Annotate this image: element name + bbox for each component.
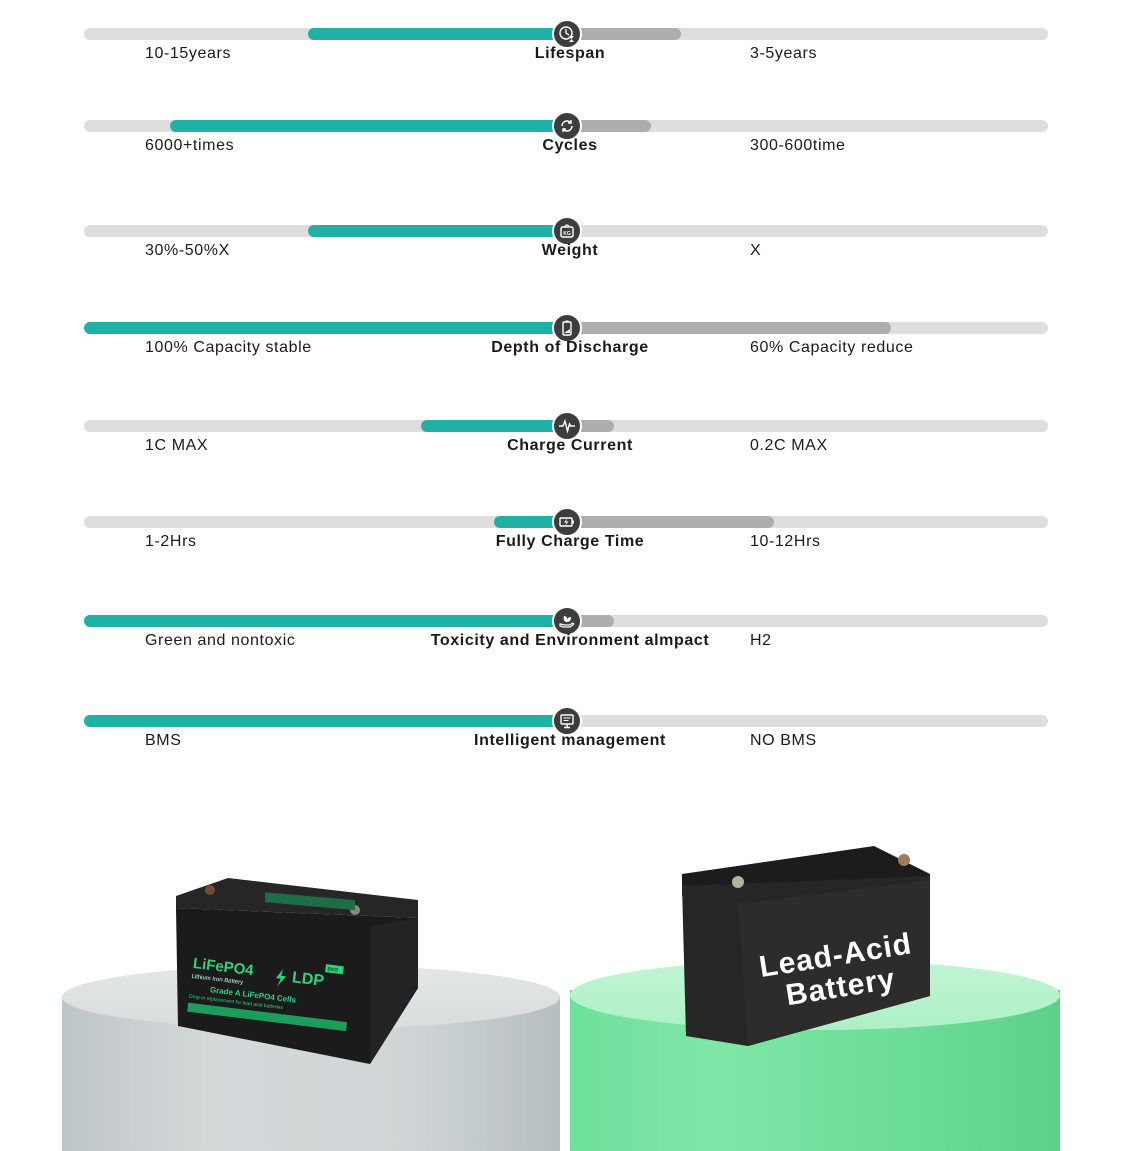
lifepo4-bar (84, 615, 558, 627)
lifepo4-value: 100% Capacity stable (145, 339, 312, 356)
comparison-row-toxicity: Green and nontoxic Toxicity and Environm… (0, 606, 1125, 675)
comparison-row-intelligent-management: BMS Intelligent management NO BMS (0, 706, 1125, 775)
lifepo4-bar (84, 715, 558, 727)
pulse-current-icon (552, 411, 582, 441)
comparison-row-charge-current: 1C MAX Charge Current 0.2C MAX (0, 411, 1125, 480)
lead-acid-battery-image: Lead-Acid Battery (678, 846, 934, 1046)
lead-acid-bar (574, 420, 614, 432)
lifepo4-bar (421, 420, 558, 432)
hourglass-clock-icon (552, 19, 582, 49)
lead-acid-bar (574, 120, 651, 132)
weight-kg-icon: KG (552, 216, 582, 246)
lead-acid-value: 300-600time (750, 137, 846, 154)
lead-acid-value: 60% Capacity reduce (750, 339, 914, 356)
lead-acid-value: H2 (750, 632, 772, 649)
comparison-row-depth-of-discharge: 100% Capacity stable Depth of Discharge … (0, 313, 1125, 382)
comparison-row-fully-charge-time: 1-2Hrs Fully Charge Time 10-12Hrs (0, 507, 1125, 576)
lifepo4-value: BMS (145, 732, 182, 749)
lifepo4-bar (308, 225, 558, 237)
comparison-row-weight: KG 30%-50%X Weight X (0, 216, 1125, 285)
lifepo4-value: 30%-50%X (145, 242, 230, 259)
lifepo4-bar (170, 120, 558, 132)
lead-acid-value: 3-5years (750, 45, 818, 62)
lead-acid-bar (574, 28, 681, 40)
comparison-row-lifespan: 10-15years Lifespan 3-5years (0, 19, 1125, 88)
metric-label: Intelligent management (474, 732, 666, 749)
lifepo4-value: 1-2Hrs (145, 533, 197, 550)
svg-text:LDP: LDP (291, 969, 325, 990)
battery-charging-icon (552, 507, 582, 537)
metric-label: Toxicity and Environment almpact (430, 632, 710, 649)
lifepo4-value: 6000+times (145, 137, 235, 154)
monitor-bms-icon (552, 706, 582, 736)
lead-acid-value: X (750, 242, 762, 259)
lifepo4-value: 1C MAX (145, 437, 209, 454)
lead-acid-value: NO BMS (750, 732, 817, 749)
metric-label: Fully Charge Time (495, 533, 645, 550)
lead-acid-bar (574, 615, 614, 627)
lifepo4-bar (494, 516, 558, 528)
lifepo4-value: 10-15years (145, 45, 232, 62)
lead-acid-value: 0.2C MAX (750, 437, 828, 454)
lead-acid-bar (574, 322, 891, 334)
metric-label: Cycles (542, 137, 598, 154)
lifepo4-value: Green and nontoxic (145, 632, 296, 649)
metric-label: Lifespan (534, 45, 606, 62)
lifepo4-battery-image: LiFePO4 Lithium Iron Battery LDP Grade A… (170, 878, 422, 1068)
product-showcase: LiFePO4 Lithium Iron Battery LDP Grade A… (0, 800, 1125, 1151)
metric-label: Charge Current (507, 437, 633, 454)
lead-acid-bar (574, 516, 774, 528)
metric-label: Depth of Discharge (491, 339, 649, 356)
comparison-row-cycles: 6000+times Cycles 300-600time (0, 111, 1125, 180)
leaf-hand-icon (552, 606, 582, 636)
lifepo4-bar (84, 322, 558, 334)
battery-discharge-icon (552, 313, 582, 343)
lifepo4-bar (308, 28, 558, 40)
svg-text:BMS: BMS (327, 966, 339, 973)
cycle-arrows-icon (552, 111, 582, 141)
metric-label: Weight (541, 242, 599, 259)
lead-acid-value: 10-12Hrs (750, 533, 821, 550)
svg-text:KG: KG (563, 231, 571, 237)
